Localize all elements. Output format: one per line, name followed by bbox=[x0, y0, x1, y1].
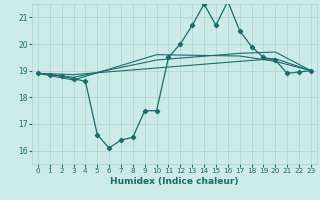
X-axis label: Humidex (Indice chaleur): Humidex (Indice chaleur) bbox=[110, 177, 239, 186]
